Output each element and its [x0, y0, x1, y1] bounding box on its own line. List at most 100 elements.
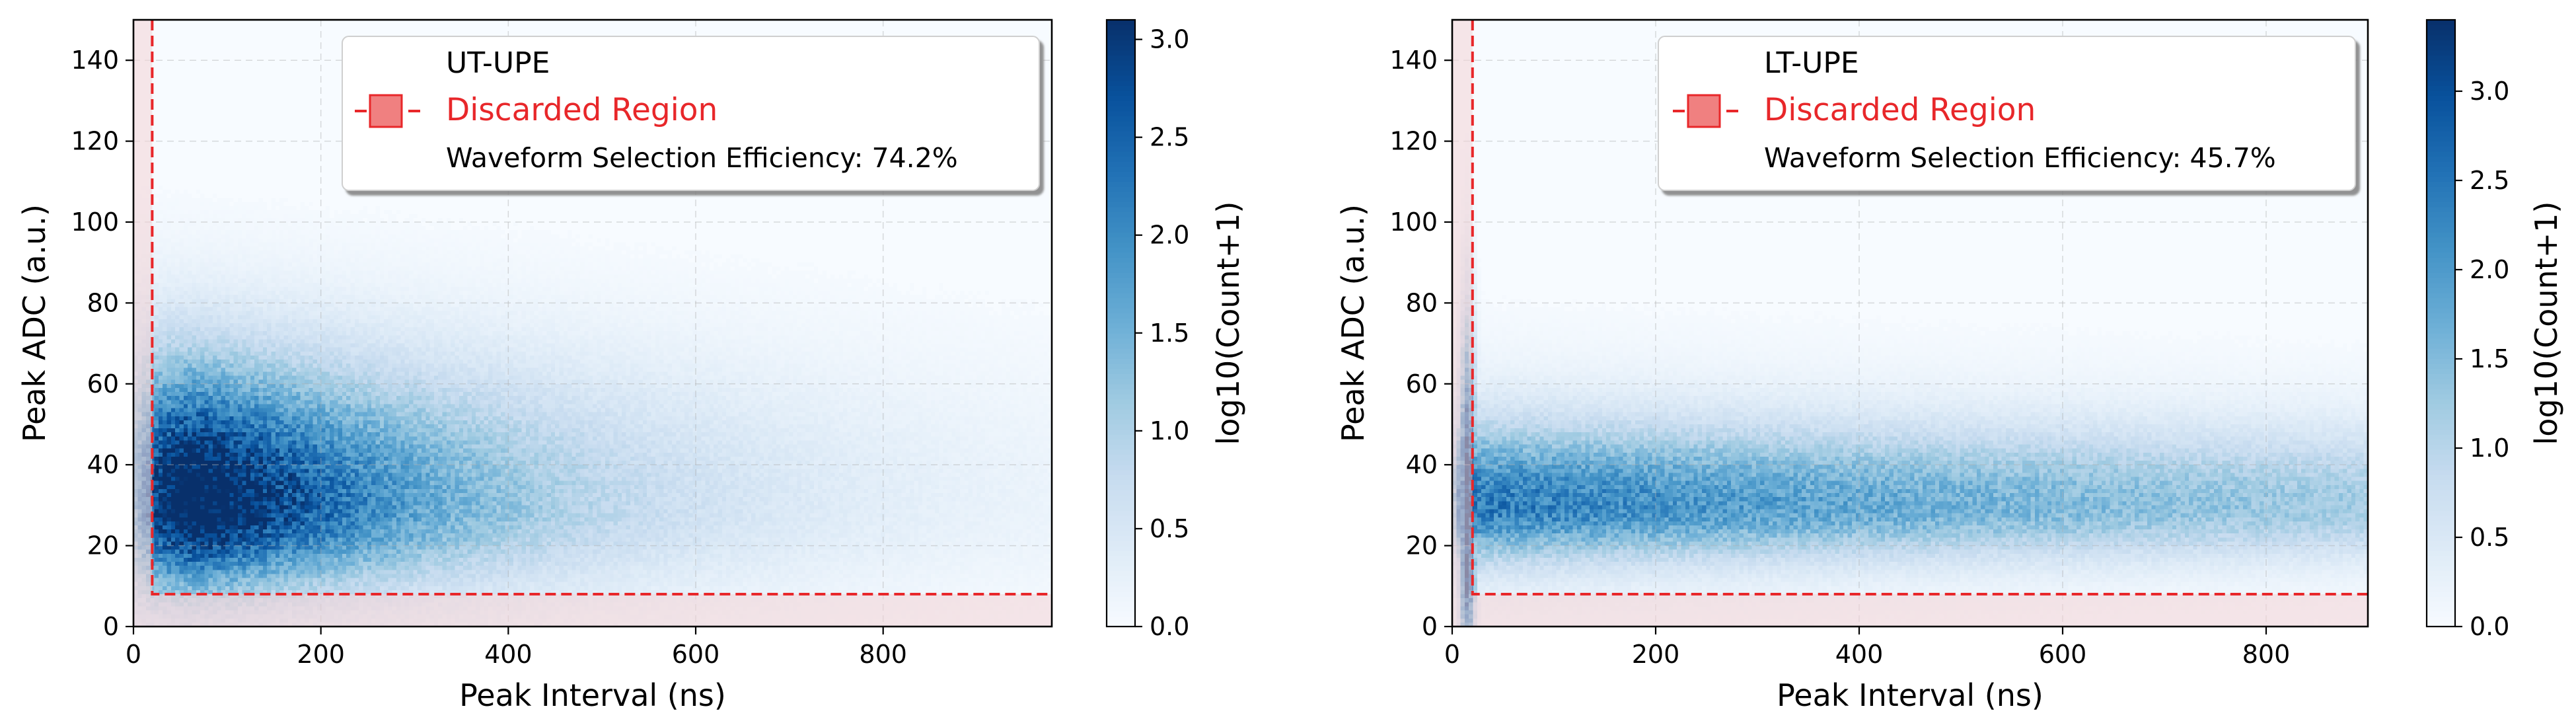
colorbar-segment [2427, 267, 2455, 273]
panel-lt-upe: 0 200 400 600 800 0 20 40 60 80 100 120 140 Peak In… [1335, 19, 2564, 713]
colorbar-segment [2427, 489, 2455, 496]
colorbar-segment [2427, 272, 2455, 278]
colorbar-segment [1107, 287, 1135, 293]
colorbar-segment [1107, 44, 1135, 51]
colorbar-segment [1107, 489, 1135, 496]
colorbar-segment [2427, 323, 2455, 329]
x-axis-label-1: Peak Interval (ns) [459, 677, 726, 713]
colorbar-segment [2427, 525, 2455, 531]
discarded-region-adc [1472, 594, 2368, 627]
colorbar-segment [2427, 237, 2455, 243]
colorbar-segment [2427, 247, 2455, 253]
colorbar-segment [1107, 297, 1135, 303]
colorbar-segment [2427, 595, 2455, 602]
colorbar-segment [2427, 221, 2455, 228]
colorbar-segment [1107, 525, 1135, 531]
colorbar-segment [1107, 444, 1135, 450]
colorbar-segment [2427, 115, 2455, 122]
colorbar-segment [2427, 550, 2455, 556]
colorbar-segment [1107, 257, 1135, 263]
colorbar-segment [1107, 201, 1135, 208]
plot-frame-1 [132, 19, 1053, 628]
y-ticks-1: 0 20 40 60 80 100 120 140 [71, 46, 133, 641]
colorbar-segment [1107, 338, 1135, 344]
colorbar-segment [1107, 565, 1135, 572]
colorbar-segment [1107, 126, 1135, 132]
colorbar-segment [2427, 171, 2455, 177]
colorbar-segment [2427, 469, 2455, 475]
legend-title-1: UT-UPE [446, 46, 550, 80]
colorbar-segment [1107, 454, 1135, 461]
colorbar-segment [1107, 373, 1135, 379]
x-axis-label-2: Peak Interval (ns) [1777, 677, 2043, 713]
colorbar-segment [1107, 272, 1135, 278]
colorbar-segment [2427, 601, 2455, 607]
colorbar-segment [2427, 399, 2455, 404]
colorbar-segment [1107, 399, 1135, 404]
y-axis-label-2: Peak ADC (a.u.) [1335, 204, 1371, 442]
colorbar-segment [1107, 576, 1135, 582]
colorbar-segment [1107, 510, 1135, 516]
discard-boundary-line [1471, 20, 2368, 596]
colorbar-segment [1107, 464, 1135, 471]
colorbar-segment [2427, 479, 2455, 486]
y-ticks-2: 0 20 40 60 80 100 120 140 [1389, 46, 1452, 641]
colorbar-segment [2427, 414, 2455, 420]
legend-discard-label-1: Discarded Region [446, 92, 718, 128]
colorbar-segment [1107, 65, 1135, 71]
colorbar-segment [2427, 317, 2455, 324]
discard-cut-1 [133, 20, 1052, 627]
colorbar-segment [1107, 29, 1135, 36]
colorbar-segment [2427, 282, 2455, 288]
colorbar-segment [2427, 484, 2455, 490]
colorbar-segment [2427, 24, 2455, 30]
colorbar-segment [2427, 75, 2455, 81]
colorbar-segment [2427, 586, 2455, 592]
x-ticks-2: 0 200 400 600 800 [1444, 627, 2290, 669]
colorbar-segment [1107, 105, 1135, 112]
colorbar-1: 0.0 0.5 1.0 1.5 2.0 2.5 3.0 log10(Count+1) [1105, 19, 1246, 641]
legend-discard-label-2: Discarded Region [1764, 92, 2036, 128]
colorbar-segment [1107, 469, 1135, 475]
colorbar-segment [1107, 378, 1135, 385]
colorbar-tick-label: 0.5 [2470, 523, 2509, 552]
colorbar-segment [2427, 449, 2455, 455]
colorbar-segment [2427, 186, 2455, 192]
colorbar-segment [1107, 130, 1135, 137]
colorbar-segment [2427, 151, 2455, 157]
colorbar-segment [1107, 323, 1135, 329]
colorbar-segment [2427, 156, 2455, 162]
colorbar-segment [2427, 545, 2455, 551]
colorbar-segment [2427, 570, 2455, 576]
y-tick-label: 120 [71, 127, 119, 156]
colorbar-segment [1107, 545, 1135, 551]
colorbar-segment [2427, 408, 2455, 415]
colorbar-tick-label: 0.0 [2470, 612, 2509, 641]
legend-title-2: LT-UPE [1764, 46, 1859, 80]
legend-efficiency-2: Waveform Selection Efficiency: 45.7% [1764, 142, 2276, 174]
y-tick-label: 140 [1389, 46, 1438, 75]
discarded-region-interval [1452, 20, 1473, 627]
colorbar-segment [1107, 616, 1135, 622]
colorbar-segment [1107, 605, 1135, 612]
colorbar-segment [1107, 227, 1135, 233]
y-tick-label: 40 [87, 450, 119, 479]
y-tick-label: 100 [71, 208, 119, 237]
colorbar-segment [2427, 515, 2455, 521]
legend-box-2 [1658, 36, 2356, 191]
colorbar-segment [2427, 216, 2455, 223]
colorbar-segment [2427, 211, 2455, 217]
colorbar-segment [1107, 408, 1135, 415]
colorbar-segment [1107, 621, 1135, 627]
colorbar-segment [2427, 110, 2455, 116]
legend-efficiency-1: Waveform Selection Efficiency: 74.2% [446, 142, 958, 174]
colorbar-segment [1107, 601, 1135, 607]
colorbar-segment [2427, 120, 2455, 127]
colorbar-tick-label: 1.0 [2470, 434, 2509, 463]
colorbar-segment [1107, 59, 1135, 66]
colorbar-segment [2427, 530, 2455, 536]
colorbar-segment [1107, 586, 1135, 592]
colorbar-segment [1107, 110, 1135, 116]
colorbar-segment [1107, 186, 1135, 192]
colorbar-segment [2427, 105, 2455, 112]
